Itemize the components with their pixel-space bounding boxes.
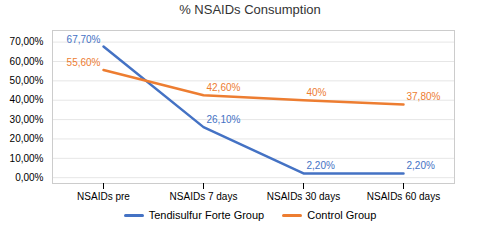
svg-text:0,00%: 0,00% xyxy=(15,172,43,183)
svg-text:26,10%: 26,10% xyxy=(207,114,241,125)
html-text:Control Group: Control Group xyxy=(307,209,377,221)
svg-text:NSAIDs 7 days: NSAIDs 7 days xyxy=(170,191,238,202)
svg-text:NSAIDs 60 days: NSAIDs 60 days xyxy=(367,191,440,202)
html-text:% NSAIDs Consumption: % NSAIDs Consumption xyxy=(179,2,321,17)
svg-text:40%: 40% xyxy=(307,87,327,98)
svg-text:NSAIDs 30 days: NSAIDs 30 days xyxy=(267,191,340,202)
svg-text:50,00%: 50,00% xyxy=(10,75,44,86)
svg-text:67,70%: 67,70% xyxy=(67,34,101,45)
svg-text:37,80%: 37,80% xyxy=(407,91,441,102)
svg-text:42,60%: 42,60% xyxy=(207,82,241,93)
svg-text:2,20%: 2,20% xyxy=(307,160,335,171)
svg-text:60,00%: 60,00% xyxy=(10,56,44,67)
svg-text:10,00%: 10,00% xyxy=(10,153,44,164)
svg-text:20,00%: 20,00% xyxy=(10,133,44,144)
svg-text:55,60%: 55,60% xyxy=(67,57,101,68)
svg-text:40,00%: 40,00% xyxy=(10,94,44,105)
html-text:Tendisulfur Forte Group: Tendisulfur Forte Group xyxy=(148,209,265,221)
svg-text:30,00%: 30,00% xyxy=(10,114,44,125)
svg-text:70,00%: 70,00% xyxy=(10,36,44,47)
svg-text:NSAIDs pre: NSAIDs pre xyxy=(77,191,130,202)
svg-text:2,20%: 2,20% xyxy=(407,160,435,171)
